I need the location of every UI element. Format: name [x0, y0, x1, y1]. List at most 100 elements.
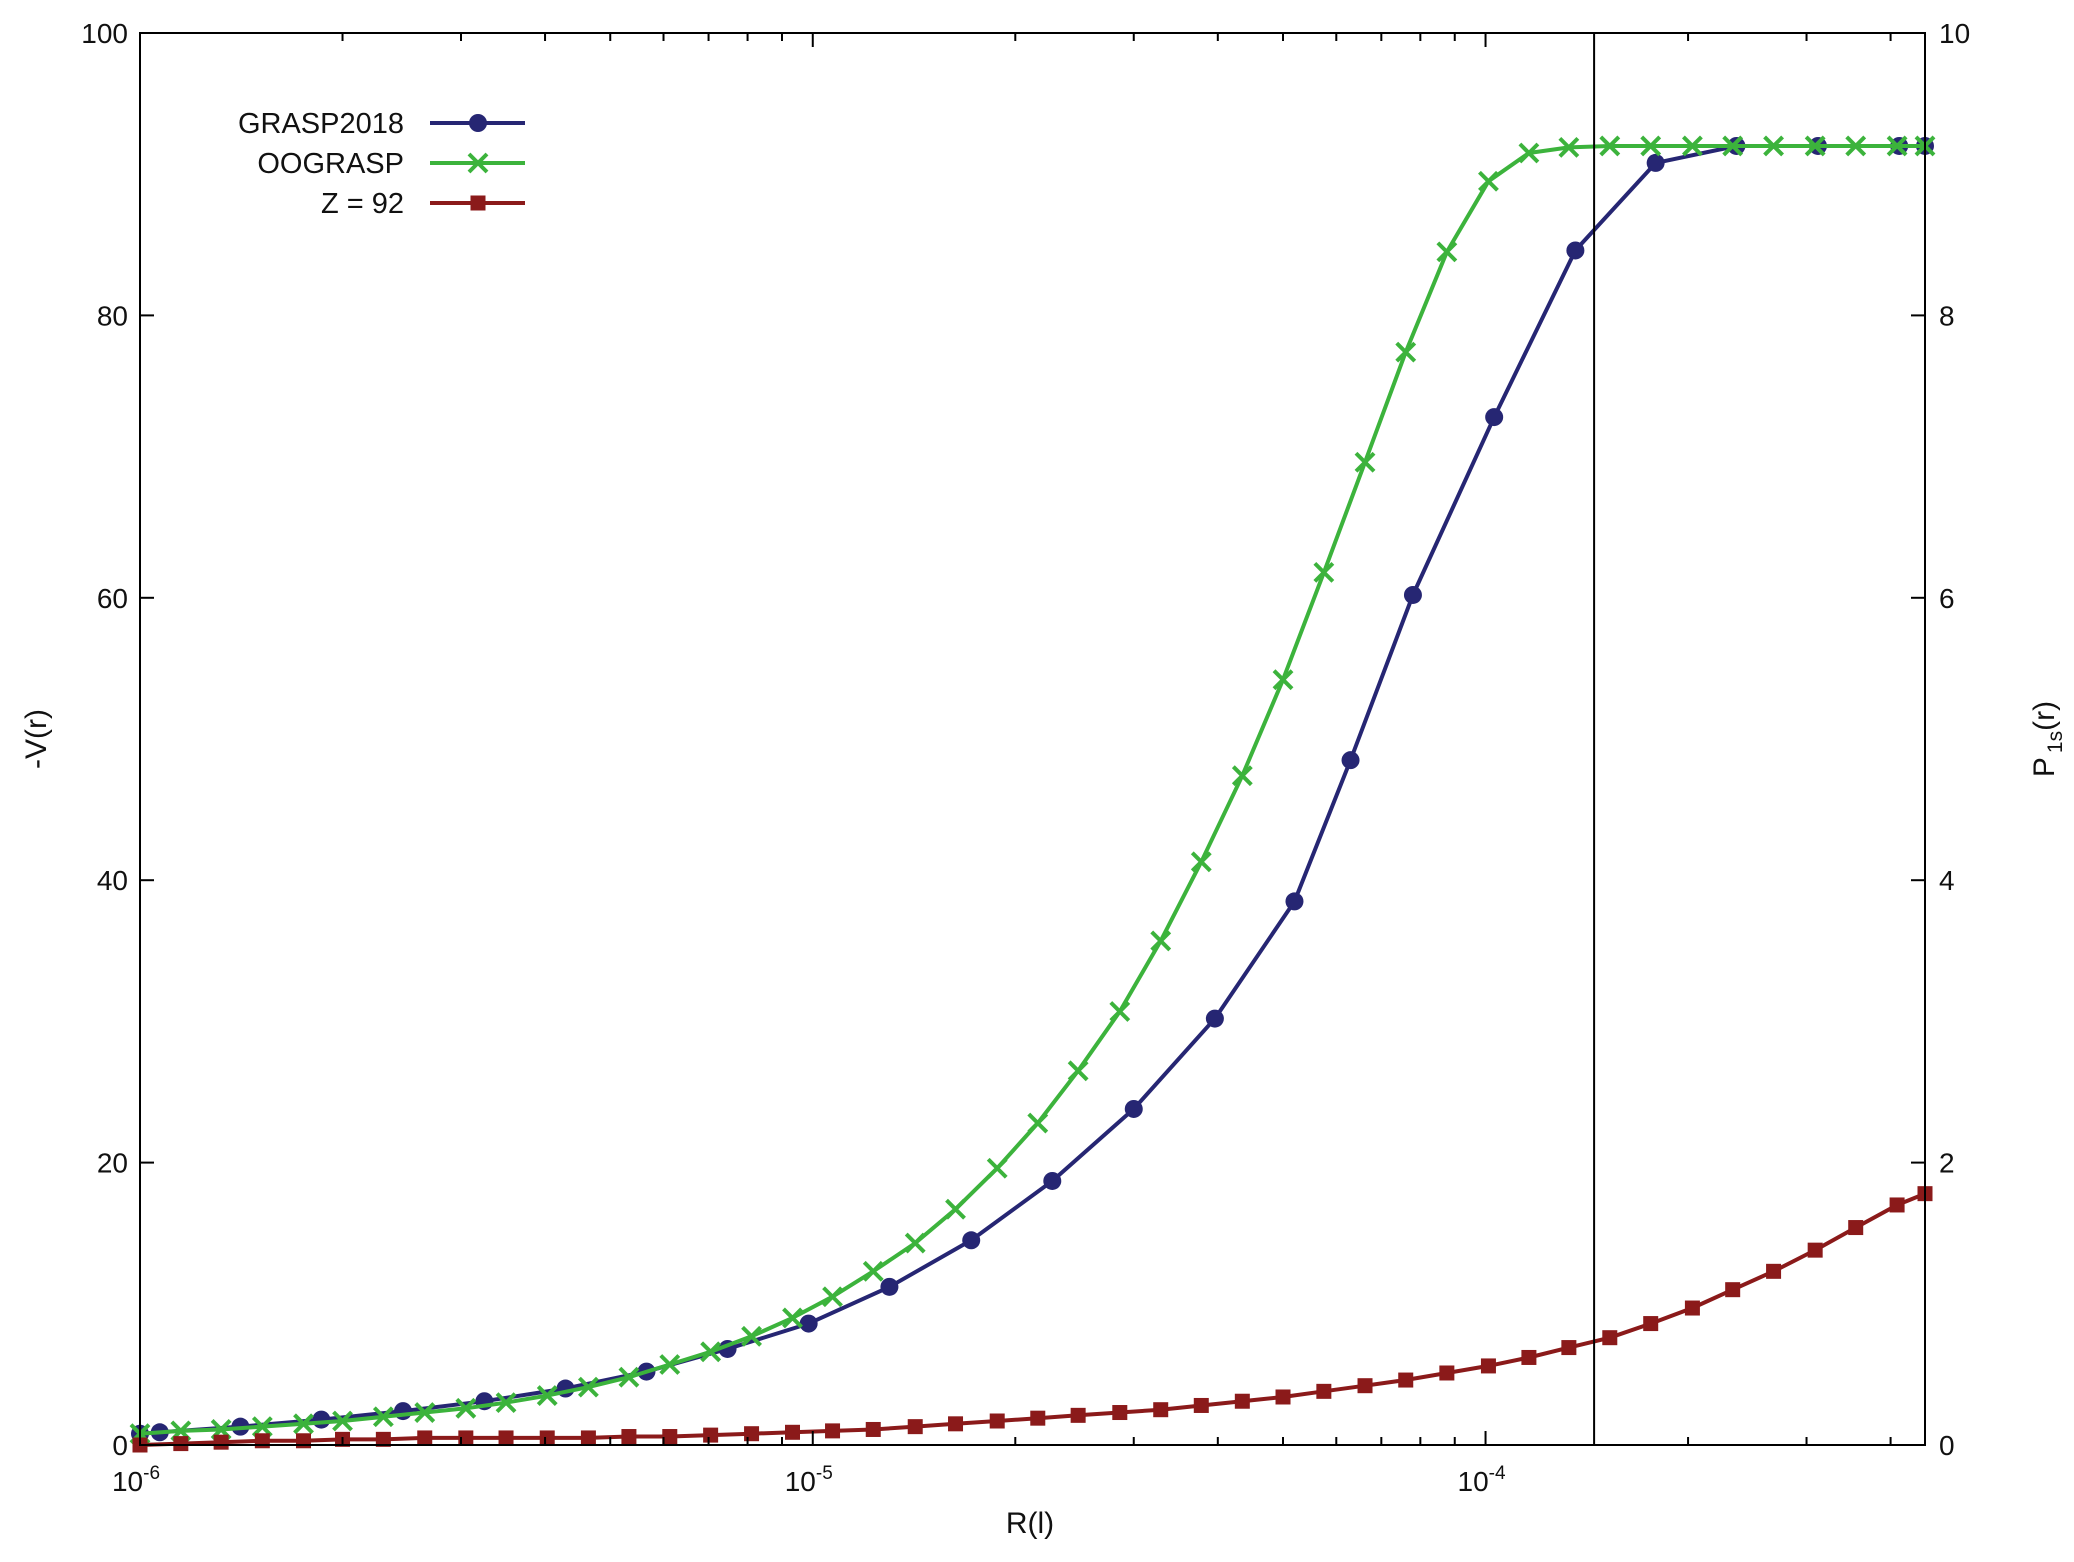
data-point: [1403, 585, 1422, 604]
x-tick-label: 10-4: [1458, 1463, 1506, 1497]
x-marker-stroke: [495, 1392, 517, 1414]
data-point: [293, 1413, 314, 1435]
data-point: [862, 1260, 884, 1282]
series-line: [139, 144, 1925, 1436]
x-marker-stroke: [904, 1232, 926, 1254]
x-marker-stroke: [741, 1325, 762, 1347]
x-marker-stroke: [332, 1410, 353, 1432]
data-point: [945, 1198, 966, 1220]
data-point: [989, 1413, 1005, 1429]
data-point: [1684, 1300, 1700, 1316]
y-tick-label-left: 60: [97, 583, 128, 614]
x-marker-stroke: [372, 1406, 394, 1428]
x-marker-stroke: [455, 1397, 477, 1419]
data-point: [703, 1427, 719, 1443]
y-axis-label-left: -V(r): [20, 709, 53, 769]
data-point: [1561, 1340, 1577, 1356]
data-point: [659, 1354, 681, 1375]
data-point: [312, 1410, 331, 1429]
data-point: [1205, 1009, 1224, 1028]
series-layer: [129, 135, 1936, 1453]
data-point: [1027, 1112, 1049, 1134]
legend: GRASP2018 OOGRASP Z = 92: [238, 108, 525, 220]
data-point: [1124, 1099, 1143, 1118]
data-point: [296, 1433, 312, 1449]
data-point: [1436, 241, 1458, 263]
y-tick-label-left: 20: [97, 1148, 128, 1179]
data-point: [173, 1436, 189, 1452]
x-marker-stroke: [986, 1157, 1008, 1179]
data-point: [577, 1376, 599, 1398]
data-point: [1112, 1405, 1128, 1421]
x-marker-stroke: [1354, 451, 1376, 473]
x-marker-stroke: [1027, 1112, 1049, 1134]
data-point: [662, 1429, 678, 1445]
data-point: [904, 1232, 926, 1254]
data-point: [1234, 1393, 1250, 1409]
data-point: [782, 1307, 803, 1329]
x-marker-stroke: [1231, 765, 1253, 787]
data-point: [618, 1366, 640, 1388]
data-point: [458, 1430, 474, 1446]
data-point: [1886, 135, 1908, 157]
data-point: [213, 1434, 229, 1450]
y-tick-label-right: 6: [1939, 583, 1955, 614]
data-point: [1722, 135, 1744, 157]
data-point: [1681, 135, 1703, 157]
series-line: [139, 144, 1925, 1436]
data-point: [539, 1430, 555, 1446]
x-marker-stroke: [1395, 341, 1417, 363]
x-marker-stroke: [945, 1198, 966, 1220]
x-marker-stroke: [1804, 135, 1826, 157]
data-point: [744, 1426, 760, 1442]
legend-label: OOGRASP: [257, 148, 404, 180]
x-marker-stroke: [1763, 135, 1784, 157]
x-marker-stroke: [1681, 135, 1703, 157]
y-axis-label-right-base: P: [2028, 757, 2061, 777]
data-point: [375, 1431, 391, 1447]
data-point: [1640, 135, 1662, 157]
data-point: [1848, 1220, 1864, 1236]
x-marker-stroke: [251, 1416, 273, 1438]
y-axis-label-right: P 1s(r): [2028, 701, 2067, 777]
data-point: [417, 1430, 433, 1446]
x-marker-stroke: [659, 1354, 681, 1375]
data-point: [1030, 1410, 1046, 1426]
y-tick-label-left: 40: [97, 865, 128, 896]
x-marker-stroke: [414, 1402, 436, 1423]
data-point: [372, 1406, 394, 1428]
data-point: [907, 1419, 923, 1435]
data-point: [1725, 1282, 1741, 1298]
x-marker-stroke: [782, 1307, 803, 1329]
x-marker-stroke: [1886, 135, 1908, 157]
x-marker-stroke: [862, 1260, 884, 1282]
data-point: [1485, 408, 1504, 427]
data-point: [785, 1424, 801, 1440]
data-point: [1566, 241, 1585, 260]
data-point: [1231, 765, 1253, 787]
y-axis-label-right-suffix: (r): [2028, 701, 2061, 731]
data-point: [880, 1277, 899, 1296]
data-point: [254, 1433, 270, 1449]
data-point: [1398, 1372, 1414, 1388]
legend-label: GRASP2018: [238, 108, 404, 140]
data-point: [414, 1402, 436, 1423]
data-point: [986, 1157, 1008, 1179]
x-marker-stroke: [577, 1376, 599, 1398]
series-oograsp: [129, 135, 1936, 1445]
x-marker-stroke: [1845, 135, 1867, 157]
data-point: [962, 1231, 981, 1250]
x-marker-stroke: [1558, 136, 1580, 158]
data-point: [1643, 1316, 1659, 1332]
x-marker-stroke: [1190, 851, 1212, 873]
x-marker-stroke: [1640, 135, 1662, 157]
x-marker-stroke: [467, 152, 489, 174]
series-grasp2018: [131, 136, 1934, 1443]
data-point: [621, 1429, 637, 1445]
data-point: [1285, 892, 1304, 911]
data-point: [1190, 851, 1212, 873]
data-point: [495, 1392, 517, 1414]
data-point: [1845, 135, 1867, 157]
data-point: [251, 1416, 273, 1438]
data-point: [865, 1421, 881, 1437]
